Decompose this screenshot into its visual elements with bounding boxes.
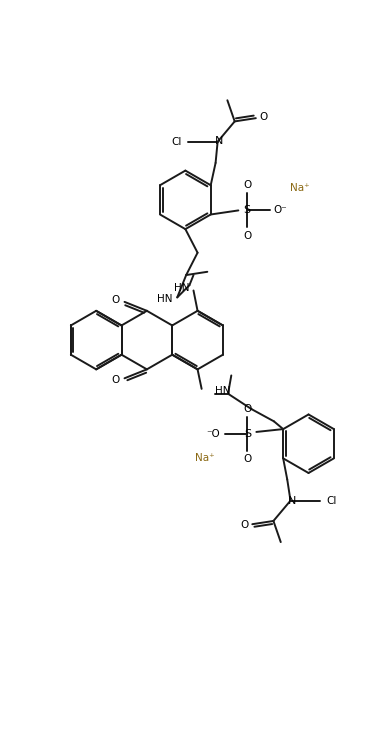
Text: O⁻: O⁻ — [274, 205, 288, 216]
Text: HN: HN — [215, 386, 230, 396]
Text: S: S — [244, 205, 251, 216]
Text: O: O — [243, 231, 252, 240]
Text: HN: HN — [173, 284, 189, 293]
Text: O: O — [260, 112, 268, 122]
Text: ⁻O: ⁻O — [206, 429, 220, 439]
Text: O: O — [111, 295, 120, 305]
Text: N: N — [215, 136, 223, 146]
Text: O: O — [243, 454, 252, 464]
Text: N: N — [288, 496, 296, 507]
Text: HN: HN — [157, 295, 173, 304]
Text: Na⁺: Na⁺ — [290, 183, 310, 193]
Text: O: O — [240, 520, 248, 530]
Text: O: O — [243, 180, 252, 191]
Text: Na⁺: Na⁺ — [195, 453, 214, 463]
Text: O: O — [243, 404, 252, 413]
Text: Cl: Cl — [172, 137, 182, 147]
Text: O: O — [111, 375, 120, 386]
Text: S: S — [244, 429, 251, 439]
Text: Cl: Cl — [326, 496, 336, 506]
